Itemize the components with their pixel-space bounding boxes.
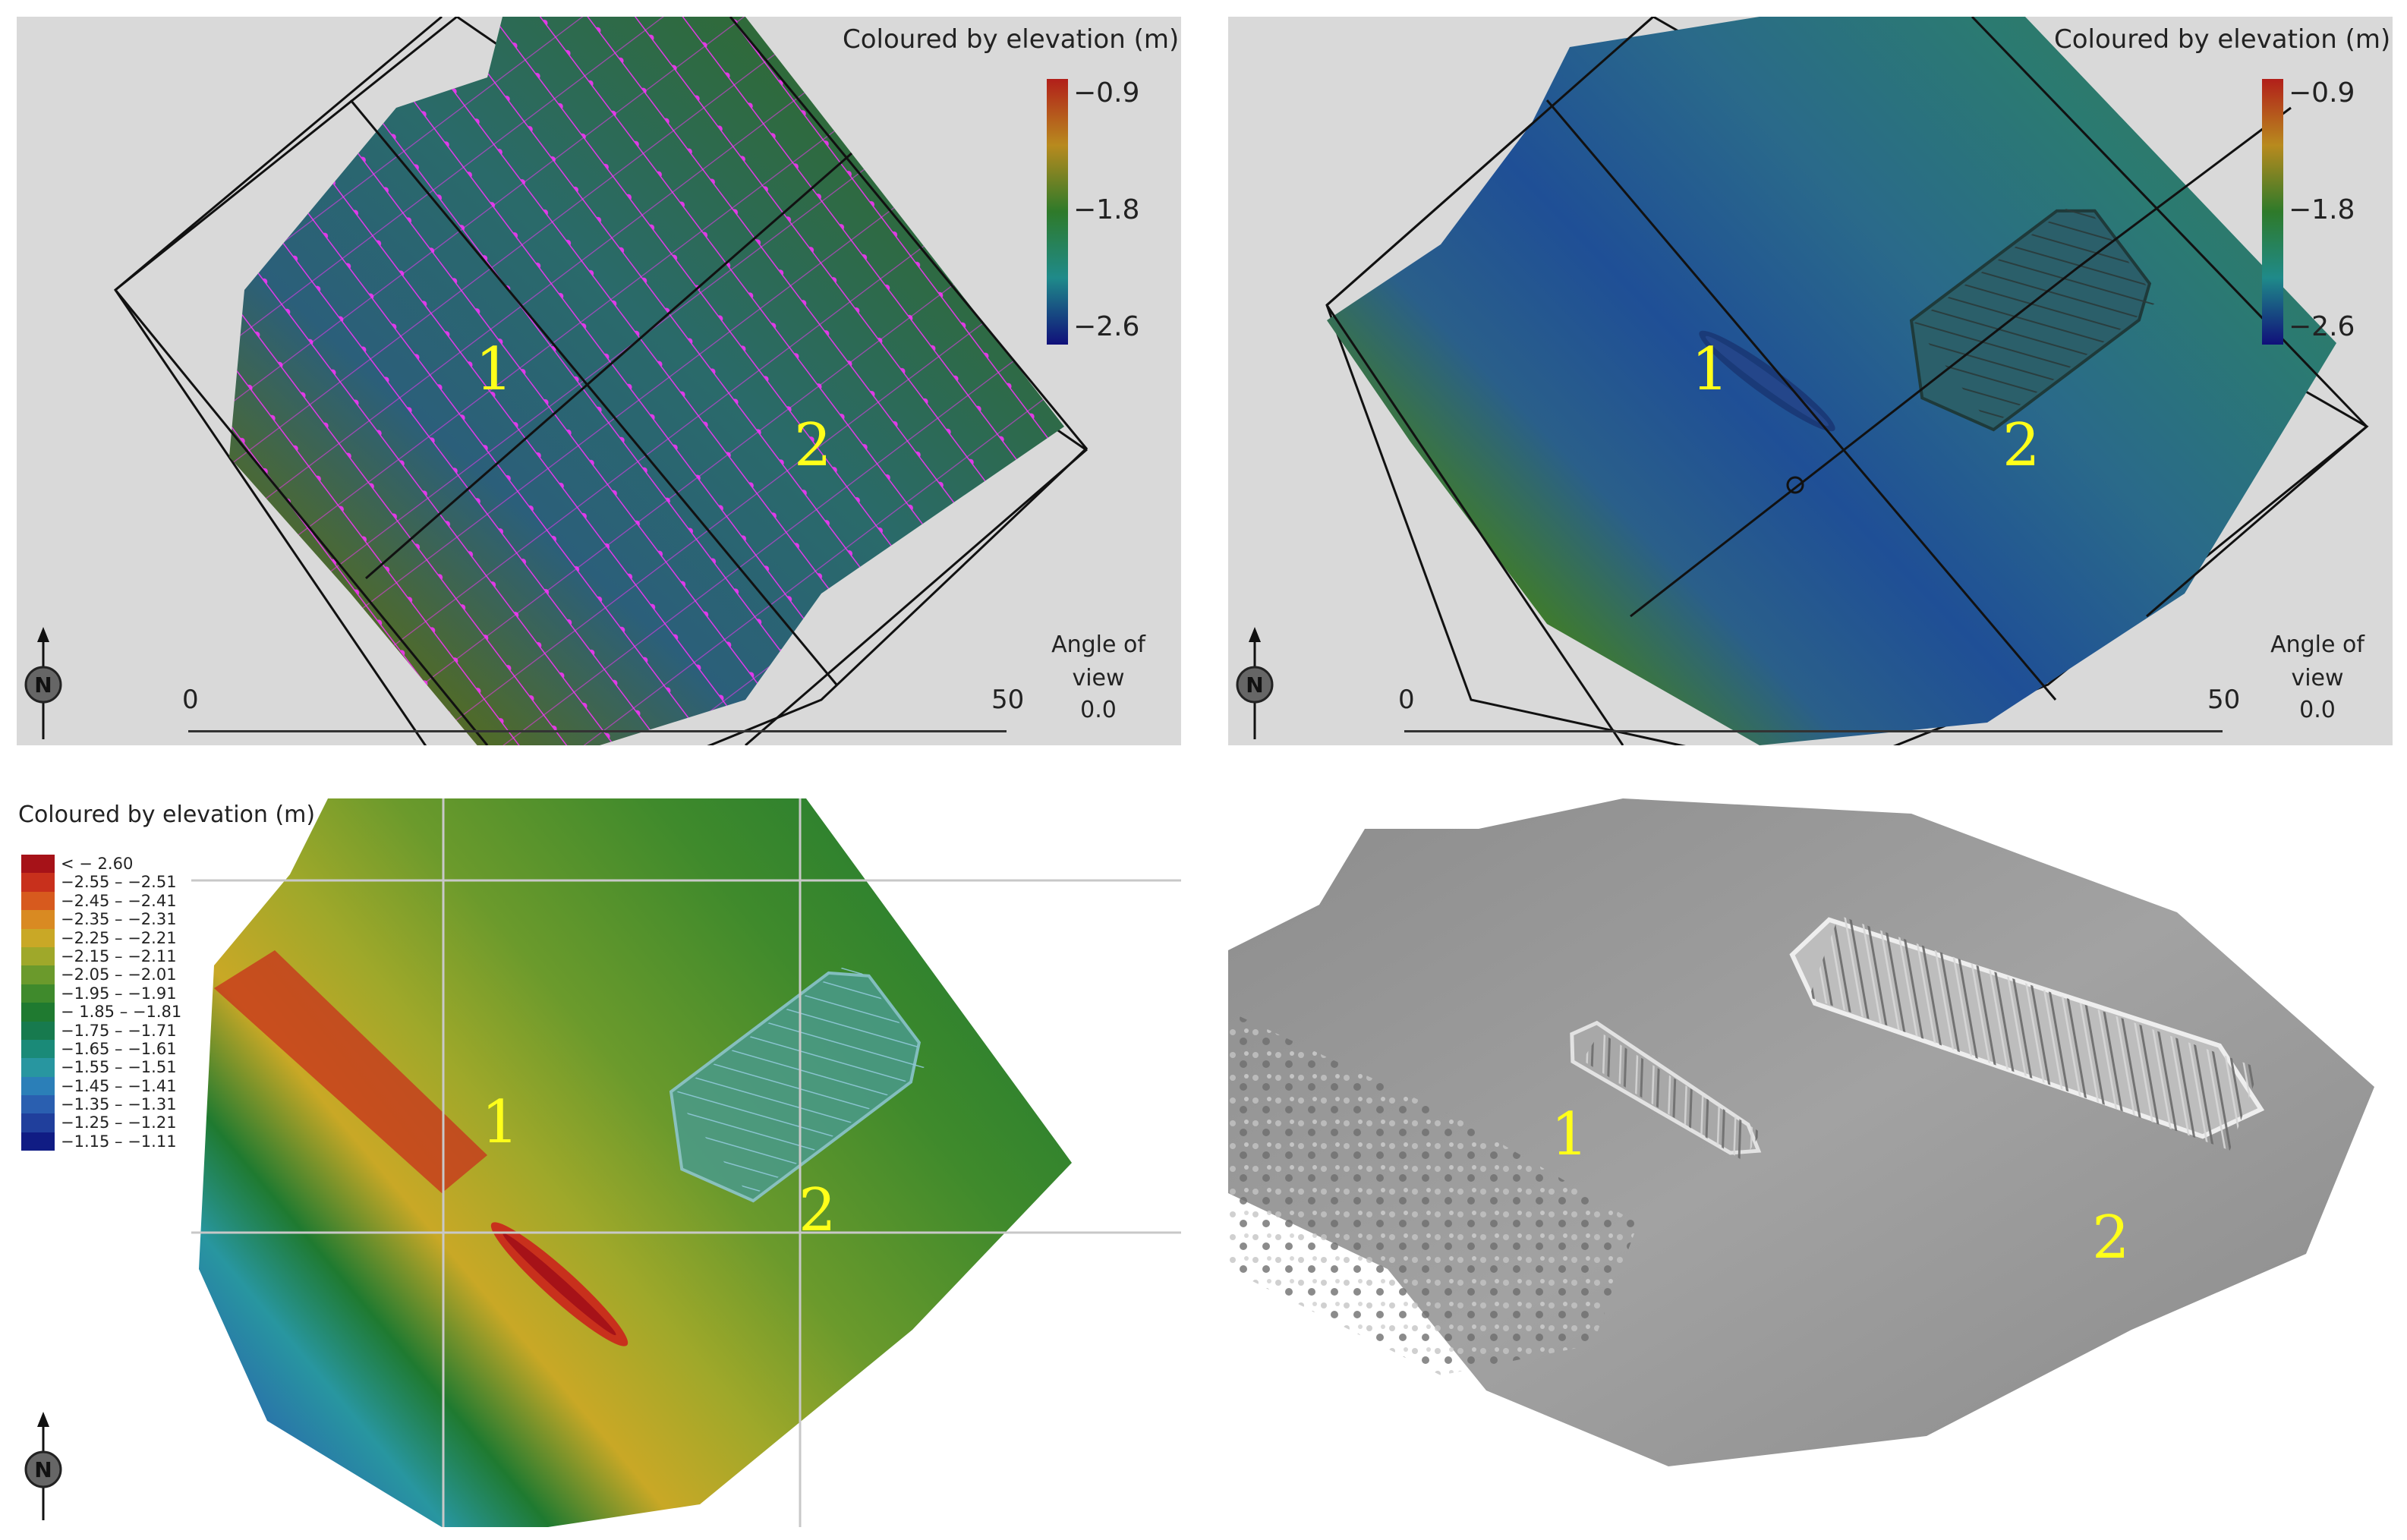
legend-class-row: −1.75 – −1.71 [21,1021,181,1040]
panel-top-left: Coloured by elevation (m) −0.9 −1.8 −2.6… [17,17,1181,745]
elevation-colorbar [1047,79,1068,345]
legend-class-swatch [21,1021,55,1040]
legend-class-swatch [21,1003,55,1022]
angle-of-view-label: Angle of view [1051,631,1145,691]
legend-class-row: −2.15 – −2.11 [21,946,181,966]
feature-marker-1: 1 [1551,1101,1589,1169]
legend-class-row: −1.95 – −1.91 [21,984,181,1003]
feature-marker-2: 2 [794,411,832,480]
hillshade-3d-view [1228,798,2374,1466]
legend-class-swatch [21,946,55,966]
angle-of-view-value: 0.0 [1080,697,1117,723]
legend-class-label: −2.05 – −2.01 [61,965,177,984]
legend-class-swatch [21,1132,55,1151]
scale-bar-end: 50 [991,685,1025,715]
legend-class-label: −2.15 – −2.11 [61,946,177,965]
north-arrow-icon: N [24,627,62,739]
feature-marker-2: 2 [799,1176,836,1245]
legend-class-label: −2.35 – −2.31 [61,910,177,929]
legend-class-row: −1.45 – −1.41 [21,1076,181,1096]
legend-class-label: − 1.85 – −1.81 [61,1003,182,1022]
feature-marker-1: 1 [475,335,513,404]
legend-class-label: −1.95 – −1.91 [61,984,177,1003]
legend-class-row: −2.05 – −2.01 [21,965,181,984]
legend-class-row: −1.25 – −1.21 [21,1113,181,1132]
legend-tick-max: −0.9 [1073,77,1140,109]
elevation-map-shaded [1325,17,2369,745]
legend-class-swatch [21,1039,55,1059]
legend-class-swatch [21,965,55,984]
legend-class-label: −1.65 – −1.61 [61,1039,177,1058]
legend-class-label: −1.25 – −1.21 [61,1113,177,1132]
north-arrow-icon: N [24,1412,62,1520]
elevation-class-legend: < − 2.60 −2.55 – −2.51 −2.45 – −2.41 −2.35 … [21,855,181,1151]
feature-marker-1: 1 [481,1088,519,1157]
angle-of-view-label: Angle of view [2270,631,2364,691]
legend-class-swatch [21,910,55,929]
elevation-colorbar [2262,79,2283,345]
legend-class-row: −1.55 – −1.51 [21,1058,181,1077]
legend-class-label: −1.45 – −1.41 [61,1076,177,1095]
angle-of-view-value: 0.0 [2299,697,2336,723]
elevation-class-map [191,798,1181,1527]
panel-bottom-right: 1 2 [1228,798,2393,1527]
legend-class-row: −2.55 – −2.51 [21,873,181,892]
legend-tick-max: −0.9 [2289,77,2355,109]
legend-class-label: −1.75 – −1.71 [61,1021,177,1040]
legend-class-label: < − 2.60 [61,855,134,873]
legend-class-swatch [21,1058,55,1077]
legend-class-label: −2.45 – −2.41 [61,891,177,910]
legend-class-swatch [21,1095,55,1114]
legend-class-swatch [21,1113,55,1132]
legend-class-row: − 1.85 – −1.81 [21,1003,182,1022]
legend-class-row: −2.35 – −2.31 [21,910,181,929]
panel-bottom-left: Coloured by elevation (m) < − 2.60 −2.55 … [17,798,1181,1527]
panel-top-right: Coloured by elevation (m) −0.9 −1.8 −2.6… [1228,17,2393,745]
legend-class-swatch [21,873,55,892]
scale-bar [188,730,1007,732]
legend-tick-min: −2.6 [2289,311,2355,342]
feature-marker-1: 1 [1691,335,1729,404]
svg-text:N: N [34,672,52,698]
legend-tick-min: −2.6 [1073,311,1140,342]
scale-bar [1404,730,2223,732]
elevation-map-tracklines [113,17,1089,745]
scale-bar-end: 50 [2207,685,2241,715]
legend-class-label: −1.55 – −1.51 [61,1058,177,1077]
legend-class-row: < − 2.60 [21,855,181,874]
legend-class-row: −2.25 – −2.21 [21,928,181,947]
legend-class-label: −2.25 – −2.21 [61,928,177,947]
legend-class-swatch [21,928,55,947]
legend-class-swatch [21,891,55,911]
legend-class-swatch [21,1076,55,1096]
legend-tick-mid: −1.8 [1073,194,1140,225]
feature-marker-2: 2 [2002,411,2040,480]
scale-bar-start: 0 [182,685,199,715]
legend-class-row: −2.45 – −2.41 [21,891,181,911]
legend-class-label: −1.15 – −1.11 [61,1132,177,1151]
north-arrow-icon: N [1236,627,1274,739]
legend-title: Coloured by elevation (m) [18,801,316,828]
legend-class-row: −1.35 – −1.31 [21,1095,181,1114]
svg-text:N: N [1246,672,1263,698]
legend-class-swatch [21,855,55,874]
legend-title: Coloured by elevation (m) [2054,24,2391,55]
legend-class-row: −1.15 – −1.11 [21,1132,181,1151]
scale-bar-start: 0 [1398,685,1415,715]
legend-title: Coloured by elevation (m) [843,24,1180,55]
feature-marker-2: 2 [2092,1204,2130,1272]
legend-class-row: −1.65 – −1.61 [21,1039,181,1059]
legend-tick-mid: −1.8 [2289,194,2355,225]
legend-class-swatch [21,984,55,1003]
svg-text:N: N [34,1457,52,1482]
legend-class-label: −2.55 – −2.51 [61,873,177,892]
legend-class-label: −1.35 – −1.31 [61,1095,177,1114]
